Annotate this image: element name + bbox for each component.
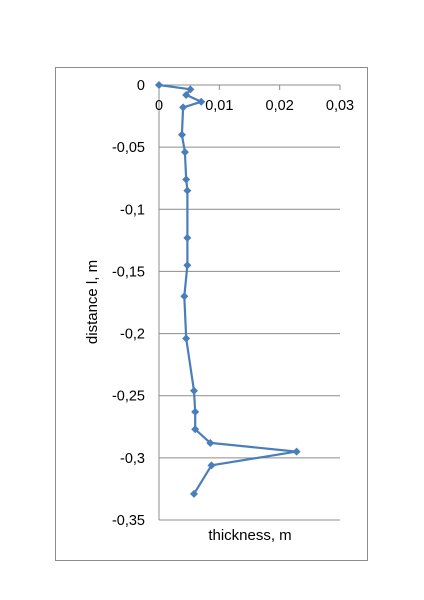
data-point — [182, 175, 191, 184]
x-tick-label: 0,02 — [266, 98, 294, 114]
y-tick-label: -0,2 — [120, 327, 145, 343]
y-tick-label: 0 — [137, 78, 145, 94]
series — [155, 81, 301, 498]
x-tick-labels: 0 0,01 0,02 0,03 — [155, 98, 354, 114]
data-point — [206, 438, 215, 447]
data-point — [186, 85, 195, 94]
data-point — [189, 489, 198, 498]
data-point — [183, 233, 192, 242]
y-tick-label: -0,15 — [112, 264, 145, 280]
data-point — [155, 81, 163, 89]
data-point — [189, 386, 198, 395]
axes — [158, 84, 341, 520]
data-point — [179, 103, 188, 112]
x-tick-label: 0,03 — [326, 98, 354, 114]
y-tick-label: -0,25 — [112, 389, 145, 405]
gridlines — [159, 146, 340, 521]
y-tick-label: -0,1 — [120, 202, 145, 218]
data-point — [197, 97, 206, 106]
x-tick-label: 0,01 — [205, 98, 233, 114]
data-point — [180, 148, 189, 157]
y-tick-label: -0,05 — [112, 140, 145, 156]
data-point — [191, 425, 200, 434]
data-point — [180, 292, 189, 301]
x-axis-title: thickness, m — [208, 527, 291, 544]
data-point — [182, 90, 191, 99]
data-point — [207, 461, 216, 470]
x-tick-label: 0 — [155, 98, 163, 114]
data-point — [292, 447, 301, 456]
chart-frame — [55, 67, 368, 561]
y-axis-title: distance l, m — [84, 260, 101, 344]
data-point — [177, 130, 186, 139]
data-point — [183, 261, 192, 270]
y-tick-label: -0,3 — [120, 451, 145, 467]
series-line — [158, 83, 298, 495]
data-point — [183, 186, 192, 195]
y-tick-label: -0,35 — [112, 513, 145, 529]
data-point — [182, 334, 191, 343]
data-point — [191, 407, 200, 416]
y-tick-labels: 0 -0,05 -0,1 -0,15 -0,2 -0,25 -0,3 -0,35 — [112, 78, 145, 529]
